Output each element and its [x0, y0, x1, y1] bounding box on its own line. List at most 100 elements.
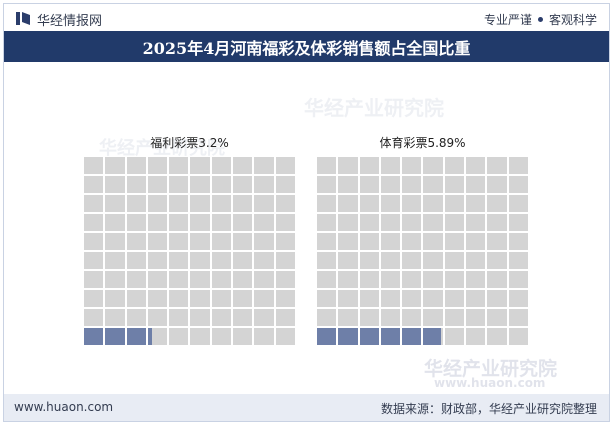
waffle-cell	[126, 157, 146, 174]
waffle-cell	[317, 157, 337, 174]
waffle-cell	[233, 157, 253, 174]
waffle-cell	[190, 195, 210, 212]
waffle-cell	[211, 290, 232, 307]
waffle-cell	[444, 195, 465, 212]
waffle-cell	[487, 290, 507, 307]
waffle-cell	[275, 309, 295, 326]
waffle-cell	[317, 176, 337, 193]
waffle-cell	[211, 157, 232, 174]
waffle-cell	[254, 328, 274, 345]
waffle-cell	[233, 309, 253, 326]
waffle-cell	[233, 176, 253, 193]
waffle-cell	[105, 233, 125, 250]
waffle-cell	[359, 233, 379, 250]
waffle-cell	[190, 271, 210, 288]
waffle-cell	[359, 195, 379, 212]
waffle-cell	[338, 290, 358, 307]
chart-title: 2025年4月河南福彩及体彩销售额占全国比重	[4, 31, 609, 62]
waffle-cell	[423, 176, 443, 193]
waffle-cell	[380, 214, 401, 231]
waffle-cell	[423, 157, 443, 174]
chart-area: 华经产业研究院 华经产业研究院 华经产业研究院 www.huaon.com 福利…	[4, 62, 609, 390]
waffle-cell	[487, 233, 507, 250]
waffle-cell	[126, 309, 146, 326]
waffle-cell	[444, 290, 465, 307]
tagline: 专业严谨 客观科学	[484, 11, 597, 28]
waffle-cell	[487, 176, 507, 193]
waffle-cell	[338, 195, 358, 212]
waffle-cell	[338, 271, 358, 288]
waffle-cell	[487, 309, 507, 326]
waffle-cell	[317, 328, 337, 345]
waffle-cell	[508, 157, 528, 174]
waffle-cell	[359, 309, 379, 326]
waffle-cell	[317, 195, 337, 212]
waffle-cell	[84, 309, 104, 326]
waffle-cell	[423, 195, 443, 212]
waffle-cell	[508, 252, 528, 269]
waffle-cell	[487, 214, 507, 231]
waffle-cell	[338, 328, 358, 345]
waffle-cell	[317, 233, 337, 250]
waffle-cell	[444, 309, 465, 326]
waffle-cell	[84, 290, 104, 307]
top-bar: 华经情报网 专业严谨 客观科学	[4, 4, 609, 31]
waffle-cell	[317, 309, 337, 326]
waffle-cell	[508, 176, 528, 193]
waffle-cell	[402, 328, 422, 345]
waffle-cell	[126, 195, 146, 212]
waffle-cell	[466, 309, 486, 326]
waffle-cell	[317, 252, 337, 269]
waffle-cell	[466, 176, 486, 193]
waffle-cell	[317, 290, 337, 307]
waffle-cell	[380, 157, 401, 174]
waffle-cell	[380, 233, 401, 250]
waffle-fill	[338, 328, 358, 345]
brand-name: 华经情报网	[37, 14, 103, 29]
waffle-cell	[169, 195, 189, 212]
waffle-cell	[211, 176, 232, 193]
waffle-cell	[402, 214, 422, 231]
waffle-cell	[233, 290, 253, 307]
waffle-cell	[254, 157, 274, 174]
waffle-cell	[466, 271, 486, 288]
waffle-cell	[190, 290, 210, 307]
waffle-cell	[254, 176, 274, 193]
waffle-cell	[169, 157, 189, 174]
waffle-cell	[190, 233, 210, 250]
waffle-cell	[169, 309, 189, 326]
waffle-cell	[359, 157, 379, 174]
waffle-cell	[508, 195, 528, 212]
waffle-cell	[444, 233, 465, 250]
waffle-cell	[423, 290, 443, 307]
waffle-cell	[402, 252, 422, 269]
waffle-grid-fucai	[84, 157, 295, 345]
waffle-cell	[233, 252, 253, 269]
waffle-cell	[402, 309, 422, 326]
waffle-cell	[211, 233, 232, 250]
waffle-cell	[338, 157, 358, 174]
waffle-cell	[466, 195, 486, 212]
waffle-cell	[169, 328, 189, 345]
waffle-cell	[147, 309, 168, 326]
waffle-cell	[84, 195, 104, 212]
waffle-cell	[147, 252, 168, 269]
waffle-cell	[84, 157, 104, 174]
waffle-cell	[190, 309, 210, 326]
waffle-cell	[444, 252, 465, 269]
waffle-fill	[84, 328, 104, 345]
huajing-logo-icon	[16, 12, 30, 25]
waffle-cell	[169, 271, 189, 288]
waffle-cell	[169, 233, 189, 250]
waffle-cell	[380, 271, 401, 288]
waffle-fill	[402, 328, 422, 345]
waffle-fill	[359, 328, 379, 345]
waffle-cell	[233, 214, 253, 231]
waffle-cell	[84, 252, 104, 269]
waffle-cell	[444, 157, 465, 174]
waffle-cell	[423, 252, 443, 269]
waffle-cell	[190, 214, 210, 231]
waffle-cell	[105, 252, 125, 269]
waffle-cell	[338, 233, 358, 250]
waffle-cell	[466, 233, 486, 250]
